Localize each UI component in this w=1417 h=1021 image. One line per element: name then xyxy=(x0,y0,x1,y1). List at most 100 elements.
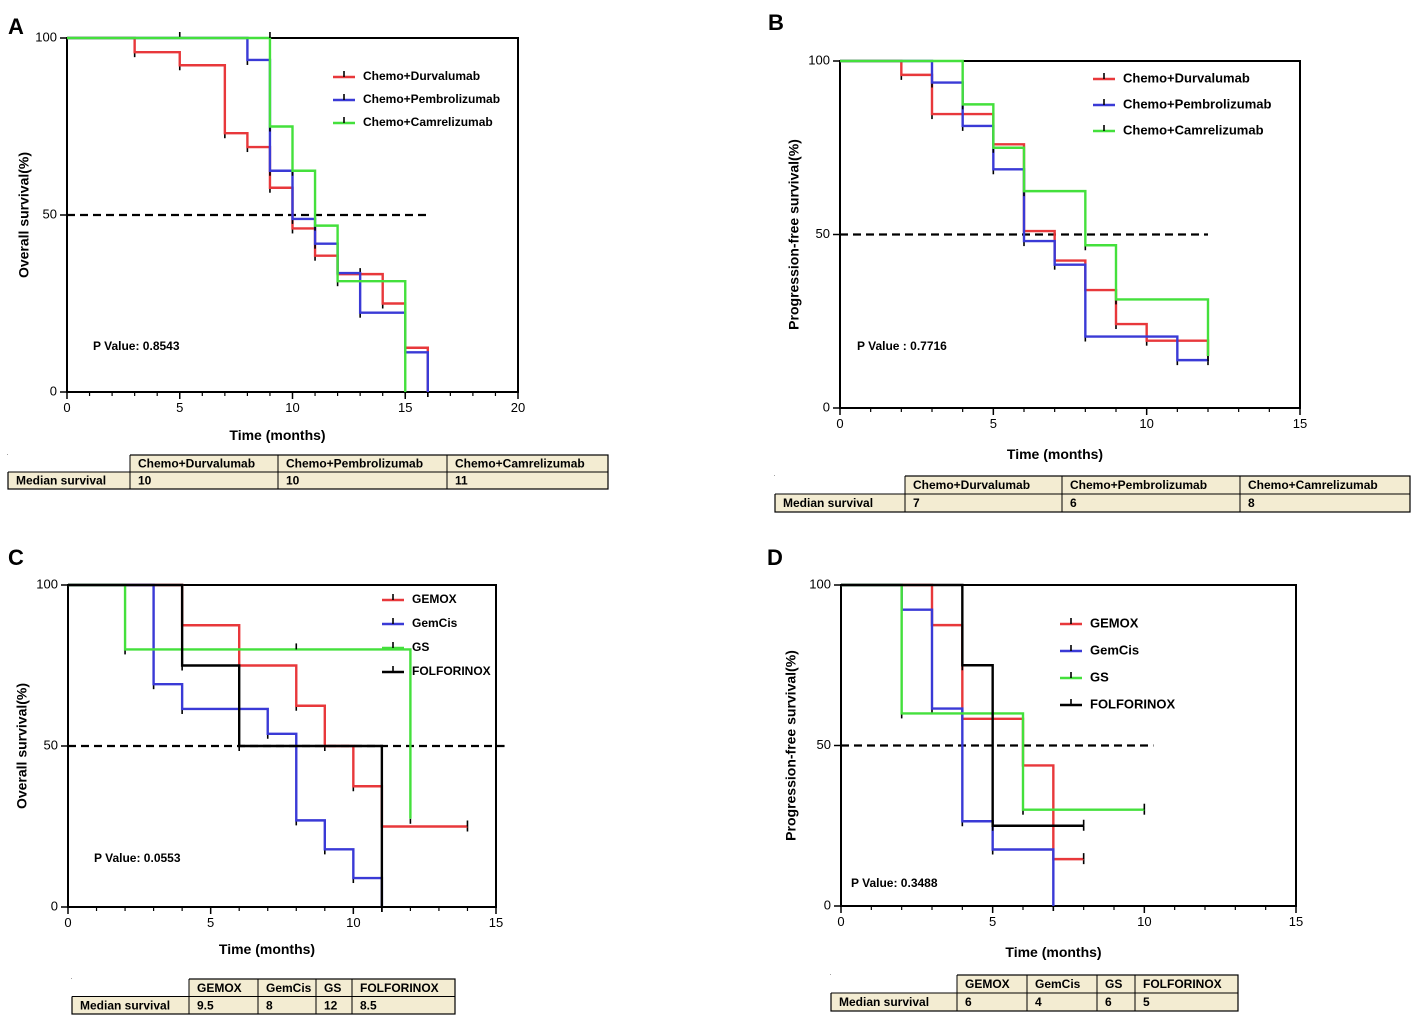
y-tick-label: 50 xyxy=(816,226,830,241)
x-tick-label: 15 xyxy=(1289,914,1303,929)
y-tick-label: 100 xyxy=(808,52,830,67)
y-tick-label: 0 xyxy=(824,897,831,912)
y-axis-label: Progression-free survival(%) xyxy=(786,139,802,330)
table-row-label: Median survival xyxy=(16,474,106,488)
table-corner-blank xyxy=(775,476,905,494)
table-header: GS xyxy=(1105,977,1122,991)
y-axis-label: Progression-free survival(%) xyxy=(783,650,799,841)
median-survival-table: Median survival Chemo+Durvalumab 10 Chemo+P… xyxy=(7,454,609,490)
legend-label: FOLFORINOX xyxy=(412,664,491,678)
panel-b: B 0 5 10 15 0 50 100 Time (months) Progression-fr… xyxy=(768,10,1411,513)
x-axis-label: Time (months) xyxy=(1005,944,1101,960)
survival-curve-folforinox xyxy=(841,583,1084,827)
table-header: GemCis xyxy=(1035,977,1081,991)
x-tick-label: 10 xyxy=(1139,416,1153,431)
table-header: Chemo+Pembrolizumab xyxy=(286,457,423,471)
y-tick-label: 0 xyxy=(823,399,830,414)
table-corner-blank xyxy=(72,979,189,997)
table-row-label: Median survival xyxy=(80,998,170,1012)
table-value: 6 xyxy=(1105,995,1112,1009)
p-value-annotation: P Value : 0.7716 xyxy=(857,339,947,353)
x-tick-label: 10 xyxy=(346,915,360,930)
legend-label: Chemo+Camrelizumab xyxy=(1123,122,1264,137)
table-header: GemCis xyxy=(266,981,312,995)
y-tick-label: 50 xyxy=(44,737,58,752)
legend-label: Chemo+Durvalumab xyxy=(1123,70,1250,85)
y-tick-label: 100 xyxy=(36,576,58,591)
x-tick-label: 0 xyxy=(64,915,71,930)
p-value-annotation: P Value: 0.8543 xyxy=(93,339,180,353)
p-value-annotation: P Value: 0.0553 xyxy=(94,851,181,865)
panel-letter: D xyxy=(767,545,783,570)
y-tick-label: 50 xyxy=(817,737,831,752)
panel-c: C 0 5 10 15 0 50 100 Time (months) Overall surviv… xyxy=(8,545,505,1015)
table-value: 10 xyxy=(138,474,152,488)
legend-label: GemCis xyxy=(1090,642,1139,657)
table-header: Chemo+Camrelizumab xyxy=(455,457,585,471)
x-tick-label: 5 xyxy=(207,915,214,930)
table-value: 12 xyxy=(324,998,338,1012)
legend-label: Chemo+Pembrolizumab xyxy=(363,92,500,106)
table-value: 10 xyxy=(286,474,300,488)
median-survival-table: Median survival GEMOX 6 GemCis 4 GS 6 FOLFORINO… xyxy=(830,974,1239,1012)
table-value: 8 xyxy=(1248,496,1255,510)
table-value: 8.5 xyxy=(360,998,377,1012)
x-tick-label: 0 xyxy=(63,400,70,415)
x-tick-label: 15 xyxy=(489,915,503,930)
x-tick-label: 0 xyxy=(836,416,843,431)
table-value: 6 xyxy=(1070,496,1077,510)
x-tick-label: 10 xyxy=(1137,914,1151,929)
table-corner-blank xyxy=(8,455,130,472)
x-tick-label: 5 xyxy=(990,416,997,431)
legend-label: Chemo+Pembrolizumab xyxy=(1123,96,1272,111)
legend-label: Chemo+Camrelizumab xyxy=(363,115,493,129)
y-axis-label: Overall survival(%) xyxy=(16,152,32,278)
table-header: Chemo+Camrelizumab xyxy=(1248,478,1378,492)
panel-letter: A xyxy=(8,14,24,39)
legend-label: GS xyxy=(1090,669,1109,684)
legend-label: GEMOX xyxy=(1090,615,1139,630)
legend-label: Chemo+Durvalumab xyxy=(363,69,480,83)
survival-curve-gemox xyxy=(68,583,468,828)
survival-curve-chemo-pembrolizumab xyxy=(840,59,1208,362)
x-tick-label: 0 xyxy=(837,914,844,929)
x-axis-label: Time (months) xyxy=(1007,446,1103,462)
legend-label: FOLFORINOX xyxy=(1090,696,1176,711)
x-tick-label: 15 xyxy=(1293,416,1307,431)
table-header: GEMOX xyxy=(965,977,1010,991)
panel-d: D 0 5 10 15 0 50 100 Time (months) Progression-fr… xyxy=(767,545,1303,1012)
y-tick-label: 0 xyxy=(51,898,58,913)
table-header: Chemo+Durvalumab xyxy=(138,457,255,471)
x-tick-label: 5 xyxy=(989,914,996,929)
table-header: Chemo+Durvalumab xyxy=(913,478,1030,492)
y-axis-label: Overall survival(%) xyxy=(14,683,30,809)
table-row-label: Median survival xyxy=(783,496,873,510)
y-tick-label: 50 xyxy=(43,206,57,221)
survival-curve-folforinox xyxy=(68,583,384,907)
x-axis-label: Time (months) xyxy=(229,427,325,443)
table-corner-blank xyxy=(831,975,957,993)
y-tick-label: 100 xyxy=(35,29,57,44)
survival-curve-chemo-camrelizumab xyxy=(840,59,1210,356)
table-value: 11 xyxy=(455,474,468,488)
table-value: 5 xyxy=(1143,995,1150,1009)
x-tick-label: 10 xyxy=(285,400,299,415)
p-value-annotation: P Value: 0.3488 xyxy=(851,876,938,890)
table-header: FOLFORINOX xyxy=(360,981,439,995)
legend-label: GemCis xyxy=(412,616,458,630)
panel-a: A 0 5 10 15 20 0 50 100 Time (months) Overall surv… xyxy=(7,14,609,490)
table-value: 8 xyxy=(266,998,273,1012)
table-header: Chemo+Pembrolizumab xyxy=(1070,478,1207,492)
table-value: 9.5 xyxy=(197,998,214,1012)
x-axis-label: Time (months) xyxy=(219,941,315,957)
table-header: FOLFORINOX xyxy=(1143,977,1222,991)
survival-curve-chemo-camrelizumab xyxy=(67,36,407,392)
median-survival-table: Median survival Chemo+Durvalumab 7 Chemo+Pe… xyxy=(774,475,1411,513)
table-header: GEMOX xyxy=(197,981,242,995)
x-tick-label: 15 xyxy=(398,400,412,415)
table-row-label: Median survival xyxy=(839,995,929,1009)
x-tick-label: 5 xyxy=(176,400,183,415)
panel-letter: B xyxy=(768,10,784,35)
legend-label: GS xyxy=(412,640,429,654)
